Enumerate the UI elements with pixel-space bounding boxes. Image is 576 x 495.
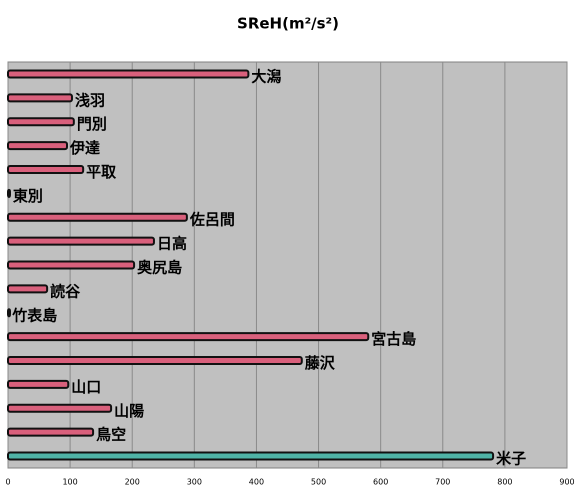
bar-label: 伊達 bbox=[69, 139, 100, 157]
bar-label: 門別 bbox=[77, 115, 107, 133]
bar-label: 竹表島 bbox=[11, 306, 57, 324]
bar-label: 山陽 bbox=[114, 402, 144, 420]
bar bbox=[7, 69, 250, 79]
bar-label: 読谷 bbox=[50, 282, 81, 300]
bar bbox=[7, 451, 495, 461]
bar-label: 山口 bbox=[71, 378, 101, 396]
bar bbox=[7, 164, 85, 174]
bar-label: 佐呂間 bbox=[189, 211, 235, 229]
chart-title: SReH(m²/s²) bbox=[237, 15, 339, 33]
bar-label: 藤沢 bbox=[305, 354, 336, 372]
bar-label: 米子 bbox=[496, 450, 526, 468]
bar-label: 宮古島 bbox=[371, 330, 416, 348]
bar-label: 奥尻島 bbox=[137, 259, 182, 277]
bar bbox=[7, 236, 155, 246]
bar bbox=[7, 356, 303, 366]
x-tick-label: 300 bbox=[187, 478, 202, 487]
bar bbox=[7, 308, 11, 318]
bar-label: 浅羽 bbox=[75, 91, 105, 109]
x-tick-label: 400 bbox=[249, 478, 264, 487]
bar bbox=[7, 212, 188, 222]
x-tick-label: 600 bbox=[373, 478, 388, 487]
bar bbox=[7, 117, 75, 127]
bar-label: 日高 bbox=[157, 235, 187, 253]
bar-label: 鳥空 bbox=[96, 426, 126, 444]
x-tick-label: 0 bbox=[5, 478, 10, 487]
bar bbox=[7, 379, 70, 389]
x-tick-label: 800 bbox=[497, 478, 512, 487]
x-tick-label: 100 bbox=[62, 478, 77, 487]
bar bbox=[7, 188, 11, 198]
bar-label: 東別 bbox=[13, 187, 43, 205]
x-tick-label: 700 bbox=[435, 478, 450, 487]
bar bbox=[7, 284, 49, 294]
bar bbox=[7, 93, 73, 103]
bar bbox=[7, 260, 136, 270]
bar-label: 大潟 bbox=[251, 67, 281, 85]
x-tick-label: 200 bbox=[125, 478, 140, 487]
x-tick-label: 900 bbox=[559, 478, 574, 487]
bar bbox=[7, 427, 95, 437]
bar-label: 平取 bbox=[86, 163, 117, 181]
bar bbox=[7, 141, 69, 151]
x-tick-label: 500 bbox=[311, 478, 326, 487]
bar bbox=[7, 332, 370, 342]
bar bbox=[7, 403, 113, 413]
